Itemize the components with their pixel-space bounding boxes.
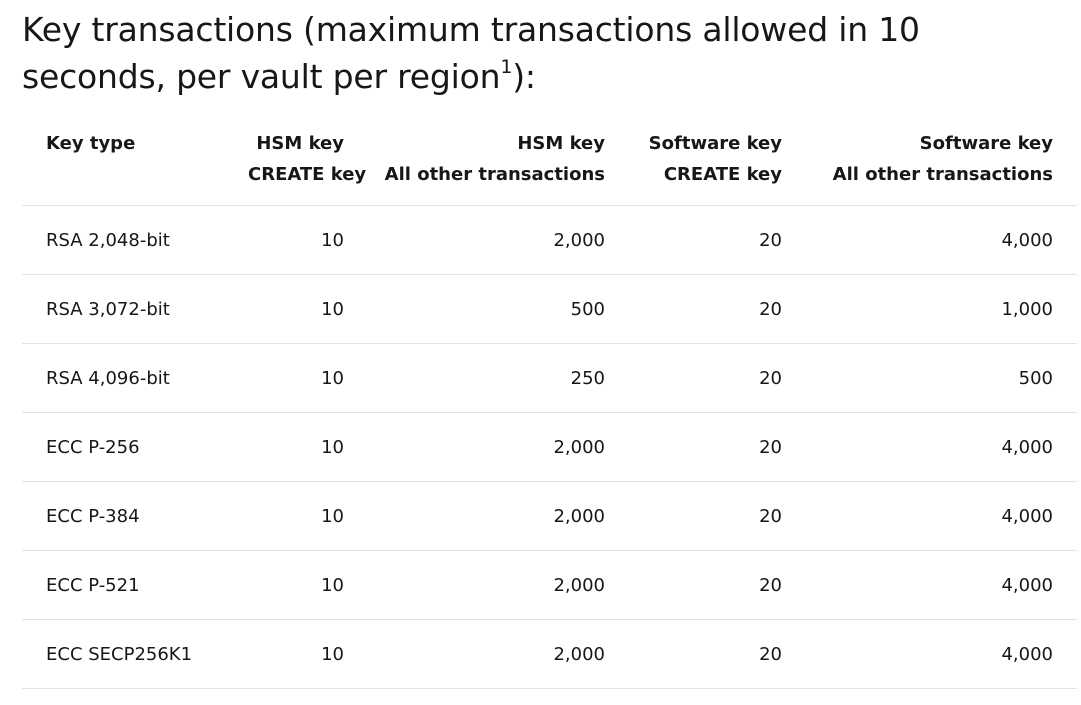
cell-software-create: 20 [629, 619, 806, 689]
cell-key-type: RSA 2,048-bit [22, 205, 248, 275]
header-line-1: HSM key [517, 133, 605, 154]
header-key-type: Key type [22, 116, 248, 206]
key-transactions-table-container: Key type HSM key CREATE key HSM key All … [22, 116, 1077, 689]
table-row: RSA 2,048-bit 10 2,000 20 4,000 [22, 205, 1077, 275]
table-row: ECC SECP256K1 10 2,000 20 4,000 [22, 619, 1077, 689]
cell-hsm-create: 10 [248, 205, 368, 275]
cell-hsm-create: 10 [248, 481, 368, 551]
table-row: ECC P-384 10 2,000 20 4,000 [22, 481, 1077, 551]
header-line-2: CREATE key [248, 164, 367, 185]
cell-hsm-other: 2,000 [368, 481, 629, 551]
header-hsm-create: HSM key CREATE key [248, 116, 368, 206]
cell-software-create: 20 [629, 412, 806, 482]
header-hsm-other: HSM key All other transactions [368, 116, 629, 206]
cell-software-create: 20 [629, 481, 806, 551]
header-line-1: Key type [46, 133, 136, 154]
cell-key-type: ECC P-384 [22, 481, 248, 551]
cell-software-other: 4,000 [806, 481, 1077, 551]
header-software-other: Software key All other transactions [806, 116, 1077, 206]
cell-hsm-create: 10 [248, 412, 368, 482]
heading-suffix: ): [512, 57, 536, 96]
table-header: Key type HSM key CREATE key HSM key All … [22, 116, 1077, 206]
cell-hsm-other: 2,000 [368, 619, 629, 689]
table-row: ECC P-521 10 2,000 20 4,000 [22, 550, 1077, 620]
header-line-1: Software key [919, 133, 1053, 154]
cell-hsm-create: 10 [248, 619, 368, 689]
header-line-1: HSM key [256, 133, 344, 154]
cell-software-other: 4,000 [806, 412, 1077, 482]
table-row: RSA 3,072-bit 10 500 20 1,000 [22, 274, 1077, 344]
cell-software-other: 500 [806, 343, 1077, 413]
heading-text: Key transactions (maximum transactions a… [22, 10, 920, 96]
cell-key-type: ECC P-256 [22, 412, 248, 482]
cell-key-type: ECC P-521 [22, 550, 248, 620]
cell-hsm-create: 10 [248, 550, 368, 620]
table-row: RSA 4,096-bit 10 250 20 500 [22, 343, 1077, 413]
cell-key-type: RSA 4,096-bit [22, 343, 248, 413]
key-transactions-table: Key type HSM key CREATE key HSM key All … [22, 116, 1077, 689]
cell-hsm-other: 2,000 [368, 412, 629, 482]
header-line-2: All other transactions [384, 164, 605, 185]
cell-hsm-create: 10 [248, 274, 368, 344]
cell-software-create: 20 [629, 550, 806, 620]
header-line-1: Software key [648, 133, 782, 154]
cell-software-create: 20 [629, 205, 806, 275]
table-body: RSA 2,048-bit 10 2,000 20 4,000 RSA 3,07… [22, 205, 1077, 689]
cell-hsm-other: 250 [368, 343, 629, 413]
cell-hsm-create: 10 [248, 343, 368, 413]
section-heading: Key transactions (maximum transactions a… [22, 6, 1072, 100]
cell-software-create: 20 [629, 343, 806, 413]
footnote-marker[interactable]: 1 [500, 56, 513, 78]
cell-hsm-other: 500 [368, 274, 629, 344]
cell-software-other: 4,000 [806, 550, 1077, 620]
cell-software-other: 4,000 [806, 205, 1077, 275]
cell-hsm-other: 2,000 [368, 205, 629, 275]
cell-software-other: 1,000 [806, 274, 1077, 344]
header-line-2: All other transactions [832, 164, 1053, 185]
header-software-create: Software key CREATE key [629, 116, 806, 206]
cell-software-create: 20 [629, 274, 806, 344]
header-row: Key type HSM key CREATE key HSM key All … [22, 116, 1077, 206]
cell-key-type: RSA 3,072-bit [22, 274, 248, 344]
header-line-2: CREATE key [663, 164, 782, 185]
table-row: ECC P-256 10 2,000 20 4,000 [22, 412, 1077, 482]
cell-key-type: ECC SECP256K1 [22, 619, 248, 689]
cell-hsm-other: 2,000 [368, 550, 629, 620]
cell-software-other: 4,000 [806, 619, 1077, 689]
